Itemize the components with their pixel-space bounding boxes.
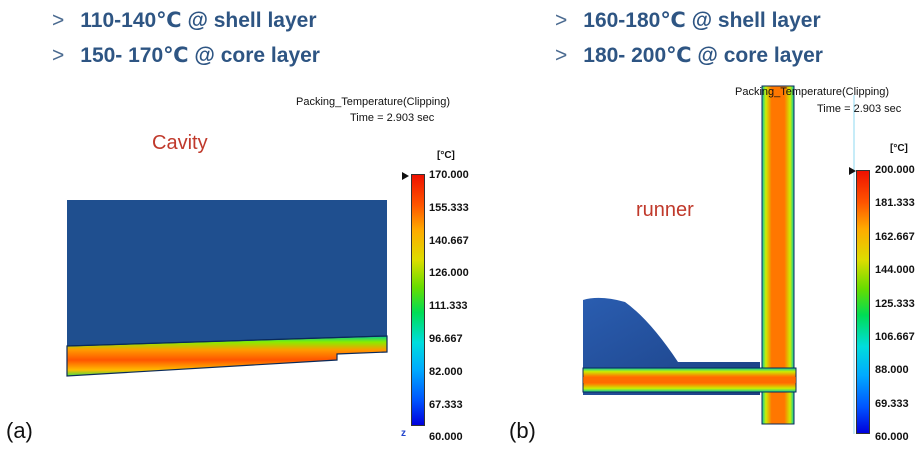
panel-a-unit: [°C] (437, 150, 455, 161)
panel-a-max-marker-icon (402, 172, 409, 180)
panel-a-result-title: Packing_Temperature(Clipping) (296, 96, 451, 108)
runner-model (582, 85, 855, 434)
panel-b-tick: 125.333 (875, 297, 915, 310)
panel-b-unit: [°C] (890, 143, 908, 154)
panel-b-time: Time = 2.903 sec (817, 103, 902, 115)
panel-b-label: (b) (509, 418, 536, 443)
panel-a-tick: 155.333 (429, 201, 469, 214)
bullet-shell-right: >160-180℃ @ shell layer (555, 9, 821, 32)
panel-a-tick: 126.000 (429, 267, 469, 280)
panel-a-time: Time = 2.903 sec (350, 112, 435, 124)
bullet-core-left: >150- 170℃ @ core layer (52, 44, 320, 67)
panel-a-tick: 111.333 (429, 300, 468, 313)
panel-a-tick: 140.667 (429, 234, 469, 247)
panel-b-max-marker-icon (849, 167, 856, 175)
panel-b-result-title: Packing_Temperature(Clipping) (735, 86, 890, 98)
bullet-shell-left: >110-140℃ @ shell layer (52, 9, 317, 32)
panel-b-tick: 60.000 (875, 431, 909, 444)
panel-a-region-label: Cavity (152, 132, 208, 154)
bullet-core-right: >180- 200℃ @ core layer (555, 44, 823, 67)
panel-a-axis-letter: z (401, 428, 406, 439)
panel-b-colorbar (856, 170, 870, 434)
panel-b-tick: 162.667 (875, 230, 915, 243)
panel-b-tick: 69.333 (875, 397, 909, 410)
panel-a-label: (a) (6, 418, 33, 443)
panel-a-tick: 170.000 (429, 169, 469, 181)
panel-a-tick: 60.000 (429, 431, 463, 444)
panel-b-tick: 88.000 (875, 364, 909, 377)
panel-a-colorbar (411, 174, 425, 426)
panel-b-region-label: runner (636, 199, 694, 221)
panel-a-tick: 82.000 (429, 365, 463, 378)
cavity-model (66, 200, 388, 377)
panel-b-tick: 200.000 (875, 164, 915, 176)
panel-a-tick: 96.667 (429, 333, 463, 345)
panel-b-tick: 106.667 (875, 331, 915, 343)
panel-b-tick: 144.000 (875, 264, 915, 277)
panel-a-tick: 67.333 (429, 398, 463, 411)
panel-b-tick: 181.333 (875, 197, 915, 210)
